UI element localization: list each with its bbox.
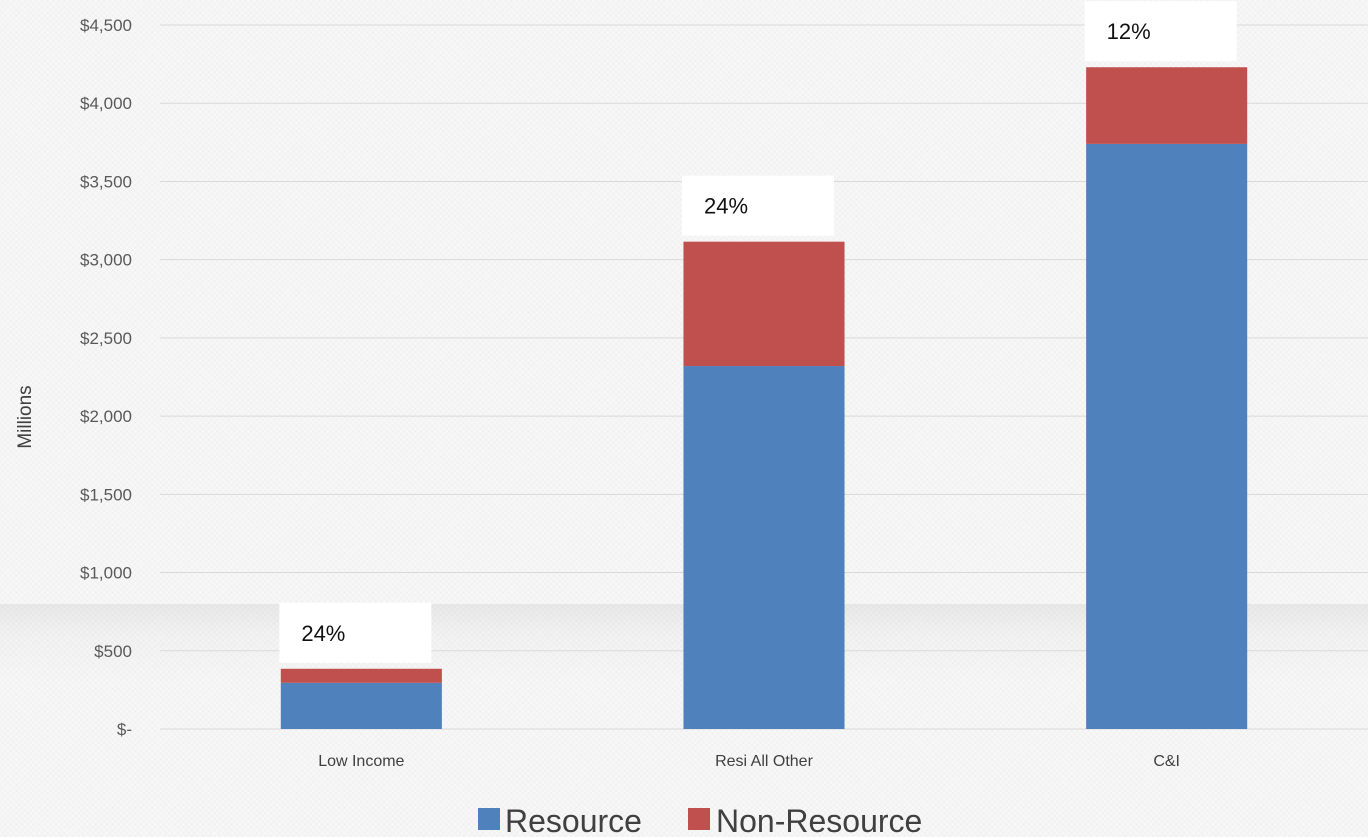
x-category-candi: C&I <box>1153 753 1180 770</box>
bar-resource-candi <box>1086 144 1247 729</box>
y-tick-label: $3,000 <box>80 251 132 270</box>
legend-label-resource: Resource <box>505 803 642 837</box>
y-tick-label: $1,500 <box>80 485 132 504</box>
legend: Resource Non-Resource <box>478 803 922 837</box>
y-tick-label: $4,000 <box>80 94 132 113</box>
y-axis-ticks: $- $500 $1,000 $1,500 $2,000 $2,500 $3,000 $3,5… <box>80 16 132 739</box>
y-axis-label: Millions <box>15 385 36 448</box>
legend-label-non-resource: Non-Resource <box>716 803 922 837</box>
y-tick-label: $4,500 <box>80 16 132 35</box>
data-label-candi: 12% <box>1107 19 1151 44</box>
data-label-resi-all-other: 24% <box>704 194 748 219</box>
y-tick-label: $2,000 <box>80 407 132 426</box>
x-category-low-income: Low Income <box>318 753 404 770</box>
bar-non-resource-candi <box>1086 67 1247 144</box>
bar-non-resource-resi-all-other <box>683 242 844 366</box>
y-tick-label: $1,000 <box>80 564 132 583</box>
legend-swatch-non-resource <box>688 808 710 830</box>
y-tick-label: $3,500 <box>80 172 132 191</box>
bar-non-resource-low-income <box>281 669 442 683</box>
y-tick-label: $2,500 <box>80 329 132 348</box>
data-label-low-income: 24% <box>301 621 345 646</box>
legend-swatch-resource <box>478 808 500 830</box>
bar-resource-resi-all-other <box>683 366 844 729</box>
x-category-resi-all-other: Resi All Other <box>715 753 813 770</box>
y-tick-label: $500 <box>94 642 132 661</box>
y-tick-label: $- <box>117 720 132 739</box>
bar-resource-low-income <box>281 683 442 729</box>
x-axis-categories: Low Income Resi All Other C&I <box>318 753 1180 770</box>
